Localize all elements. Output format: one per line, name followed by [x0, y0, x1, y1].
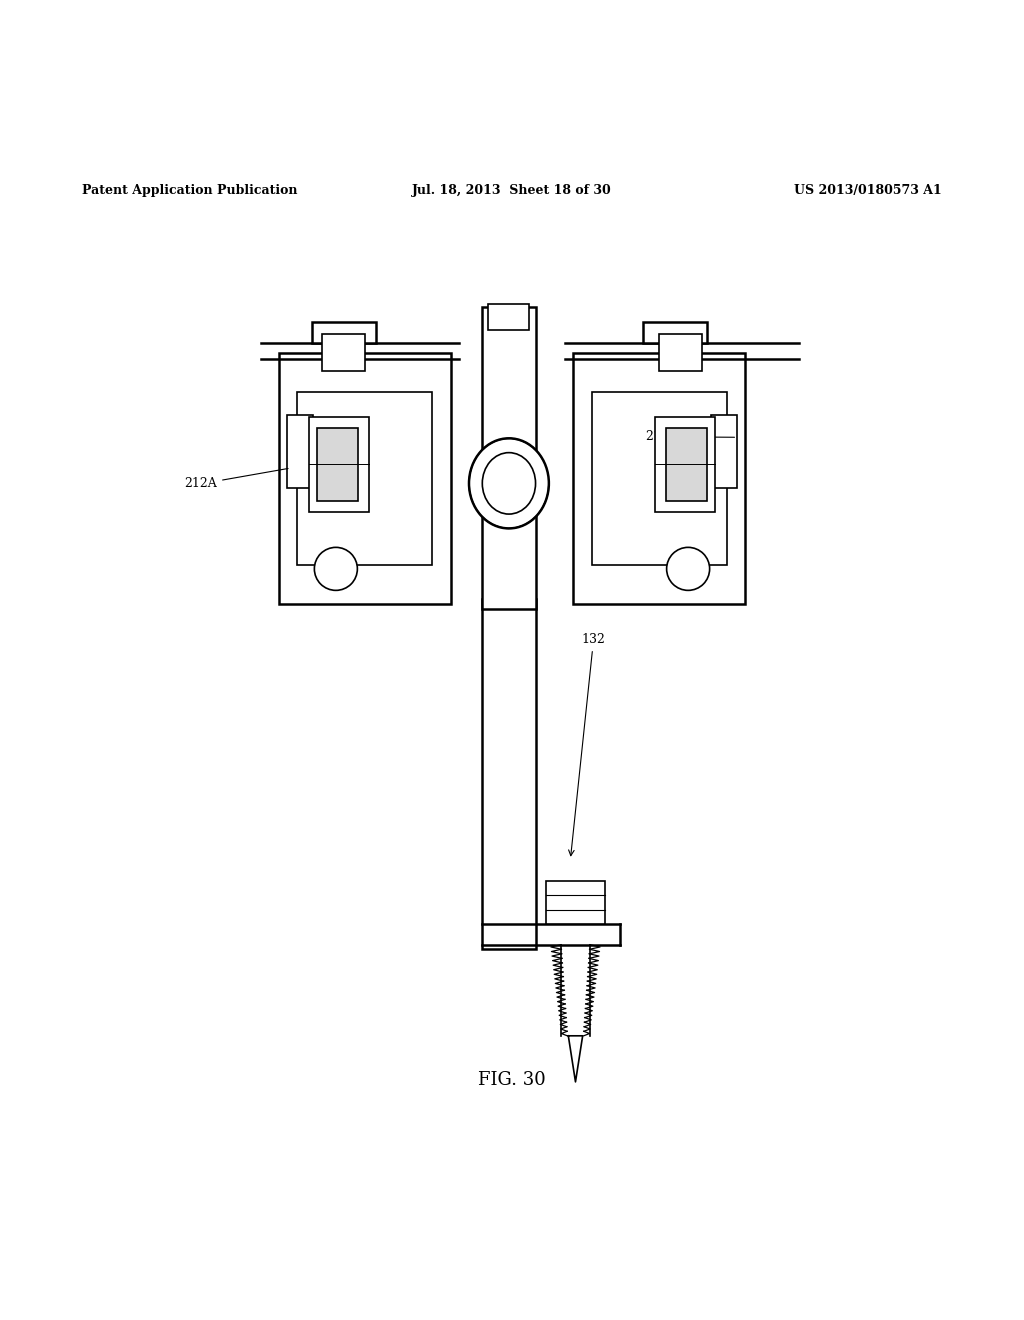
Text: 212A: 212A	[184, 469, 288, 490]
Text: 212B: 212B	[645, 430, 734, 444]
Bar	[592, 392, 727, 565]
Text: Jul. 18, 2013  Sheet 18 of 30: Jul. 18, 2013 Sheet 18 of 30	[412, 183, 612, 197]
Text: Patent Application Publication: Patent Application Publication	[82, 183, 297, 197]
Bar	[573, 352, 745, 603]
Bar	[488, 304, 529, 330]
Bar	[312, 322, 376, 343]
Bar	[482, 306, 536, 609]
Bar	[482, 598, 536, 949]
Text: FIG. 30: FIG. 30	[478, 1071, 546, 1089]
Text: 132: 132	[568, 634, 605, 855]
Bar	[711, 414, 737, 488]
Ellipse shape	[469, 438, 549, 528]
Bar	[643, 322, 707, 343]
Bar	[666, 428, 707, 502]
Bar	[659, 334, 702, 371]
Bar	[297, 392, 432, 565]
Bar	[287, 414, 313, 488]
Bar	[279, 352, 451, 603]
Bar	[322, 334, 365, 371]
Circle shape	[314, 548, 357, 590]
Bar	[546, 882, 605, 924]
Bar	[655, 417, 715, 512]
Ellipse shape	[482, 453, 536, 513]
Text: 50j: 50j	[489, 305, 515, 319]
Polygon shape	[568, 1036, 583, 1082]
Text: US 2013/0180573 A1: US 2013/0180573 A1	[795, 183, 942, 197]
Bar	[309, 417, 369, 512]
Circle shape	[667, 548, 710, 590]
Bar	[317, 428, 358, 502]
